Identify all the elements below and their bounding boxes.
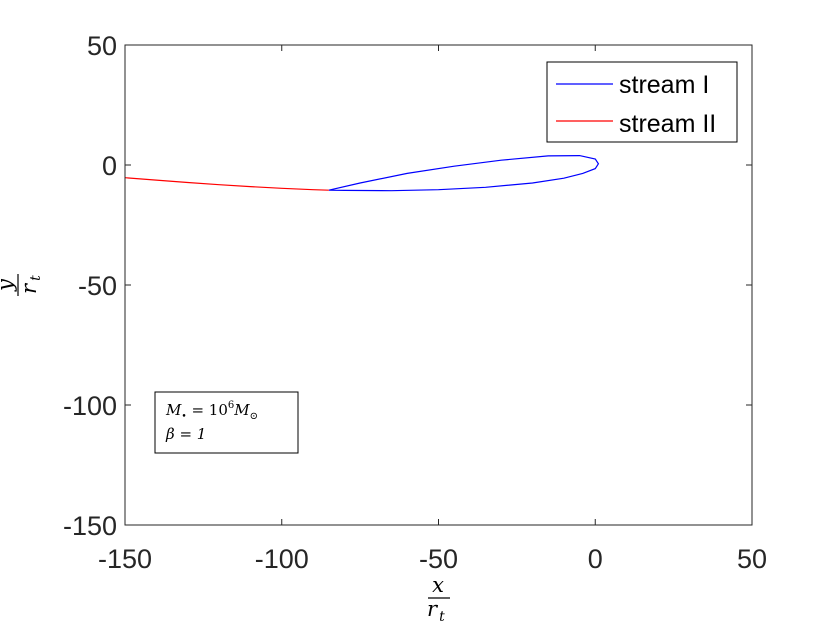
x-tick-label: 0 — [588, 544, 603, 574]
y-tick-label: 0 — [102, 151, 117, 181]
legend-box — [546, 61, 738, 143]
y-tick-label: -100 — [63, 391, 117, 421]
annotation-solar-subscript: ⊙ — [250, 411, 258, 422]
annotation-mass-symbol: M — [165, 401, 182, 419]
annotation-box — [154, 391, 299, 454]
series-layer — [124, 154, 600, 192]
y-axis-label-numerator: y — [0, 278, 17, 292]
annotation-mass-equals: = 10 — [187, 401, 228, 419]
annotation-mass-exponent: 6 — [228, 400, 234, 411]
x-tick-label: -100 — [255, 544, 309, 574]
series-line-stream-2 — [124, 177, 329, 191]
x-axis-label: x r t — [427, 573, 450, 623]
tick-layer: -150 -100 -50 0 50 -150 -100 -50 0 50 — [63, 31, 767, 574]
legend-label-stream-2: stream II — [619, 110, 716, 138]
x-tick-label: -150 — [98, 544, 152, 574]
legend-label-stream-1: stream I — [619, 71, 709, 99]
x-tick-label: -50 — [419, 544, 458, 574]
y-axis-label-denominator: r — [17, 282, 41, 294]
x-tick-label: 50 — [737, 544, 767, 574]
y-axis-label: y r t — [0, 274, 44, 296]
annotation-mass-line: M• = 106M⊙ — [165, 400, 258, 422]
annotation-mass-subscript: • — [181, 412, 186, 422]
legend: stream I stream II — [546, 61, 738, 143]
annotation-beta-line: β = 1 — [165, 425, 206, 443]
annotation-solar-symbol: M — [233, 401, 250, 419]
y-tick-label: -150 — [63, 511, 117, 541]
y-tick-label: 50 — [87, 31, 117, 61]
y-axis-label-subscript: t — [28, 275, 44, 281]
x-axis-label-numerator: x — [432, 573, 444, 597]
parameter-annotation: M• = 106M⊙ β = 1 — [154, 391, 299, 454]
y-tick-label: -50 — [78, 271, 117, 301]
x-axis-label-denominator: r — [427, 597, 439, 621]
x-axis-label-subscript: t — [439, 609, 445, 623]
series-line-stream-1 — [328, 154, 600, 192]
